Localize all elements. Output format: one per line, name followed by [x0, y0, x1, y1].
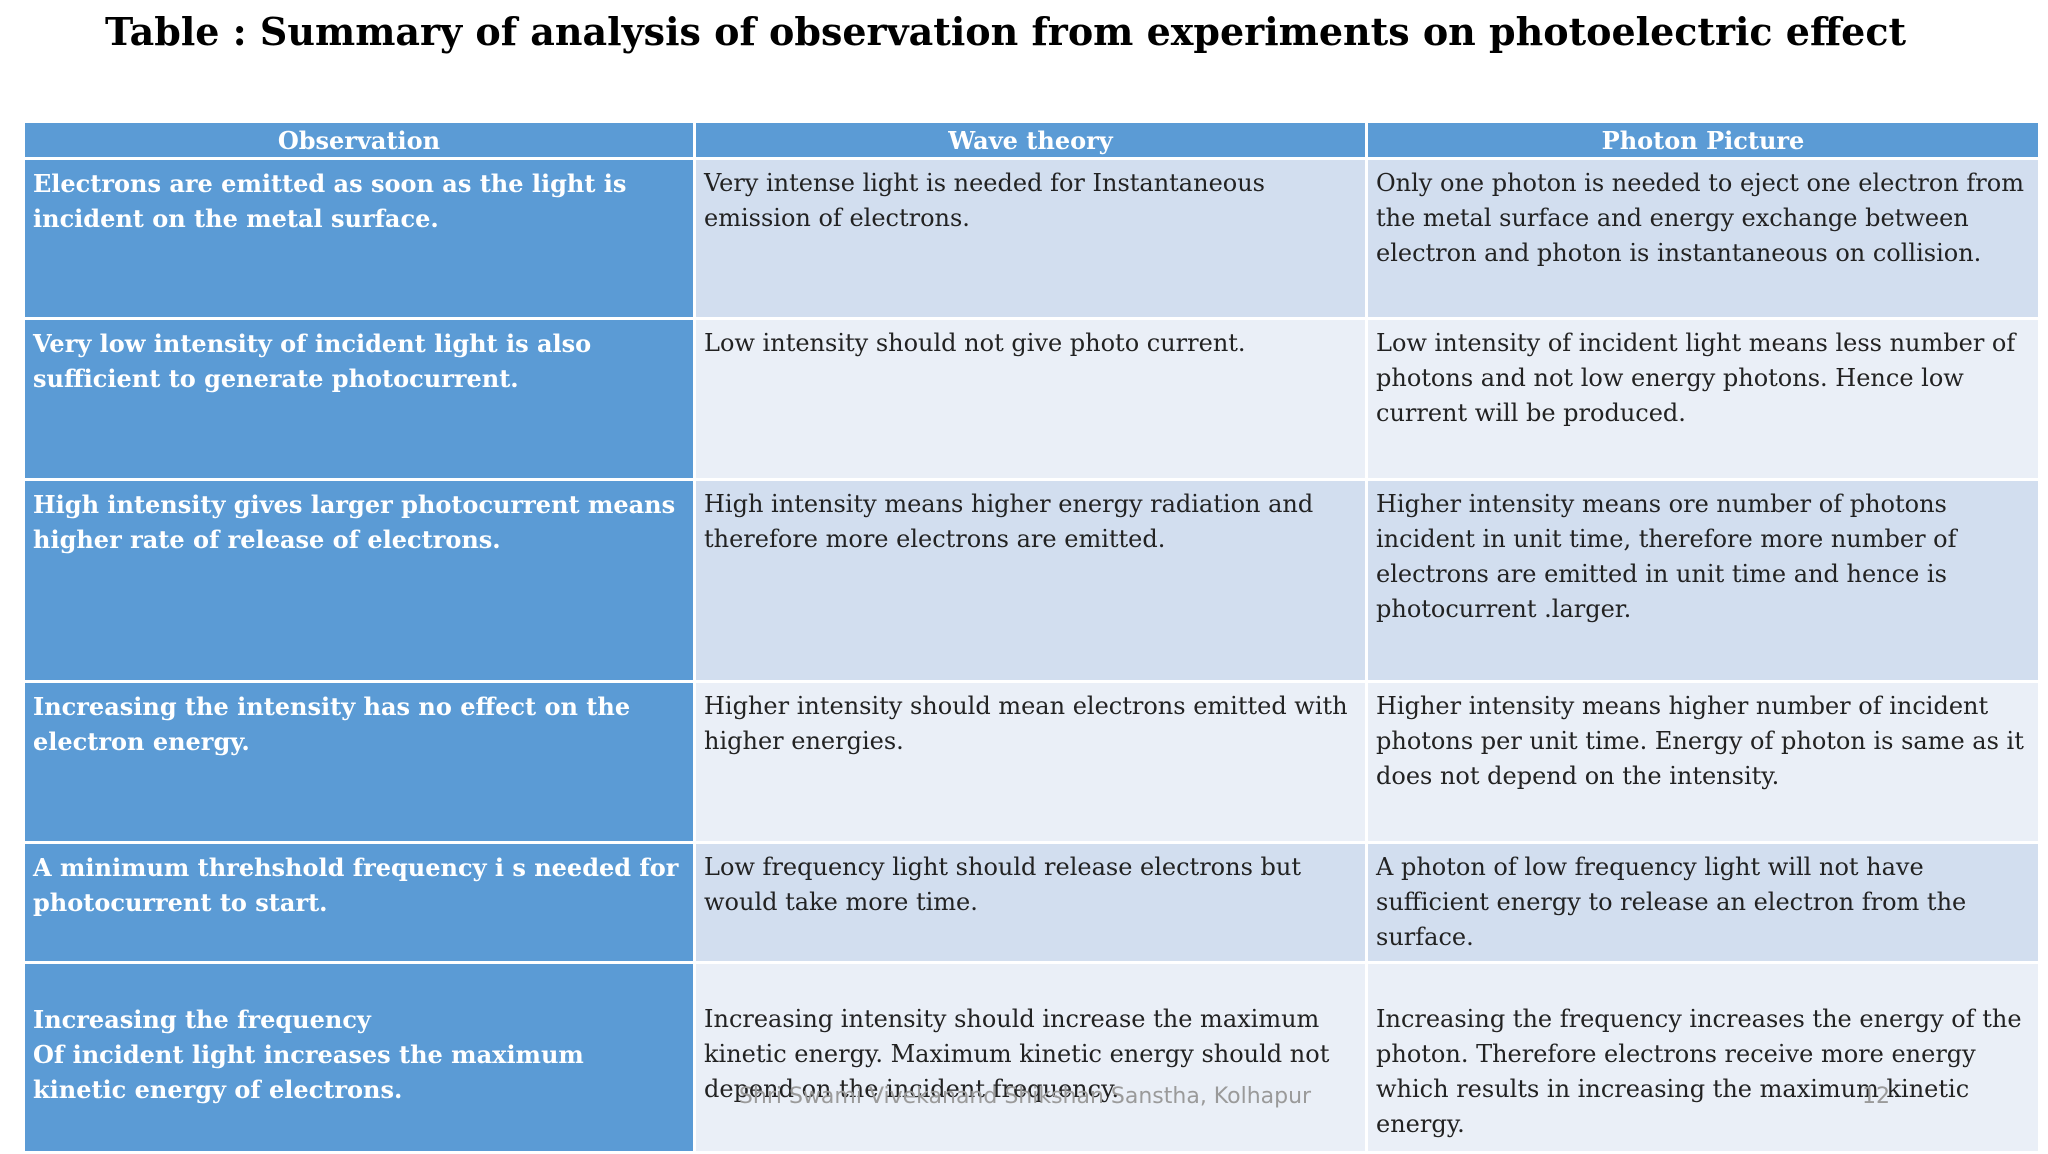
observation-cell: Increasing the intensity has no effect o… [22, 680, 696, 844]
page-number: 12 [1862, 1084, 1890, 1109]
observation-cell: A minimum threhshold frequency i s neede… [22, 841, 696, 964]
wave-theory-cell: Higher intensity should mean electrons e… [693, 680, 1368, 844]
photon-picture-cell: Higher intensity means ore number of pho… [1365, 478, 2041, 683]
table-row: Electrons are emitted as soon as the lig… [22, 157, 2041, 320]
table-header-row: Observation Wave theory Photon Picture [22, 120, 2041, 160]
footer-institution: Shri Swami Vivekanand Shikshan Sanstha, … [738, 1084, 1312, 1109]
table-row: Increasing the intensity has no effect o… [22, 680, 2041, 844]
page-title: Table : Summary of analysis of observati… [105, 9, 1907, 54]
table-row: High intensity gives larger photocurrent… [22, 478, 2041, 683]
photon-picture-cell: Low intensity of incident light means le… [1365, 317, 2041, 481]
wave-theory-cell: Low intensity should not give photo curr… [693, 317, 1368, 481]
header-wave-theory: Wave theory [693, 120, 1368, 160]
wave-theory-cell: Low frequency light should release elect… [693, 841, 1368, 964]
observation-cell: Very low intensity of incident light is … [22, 317, 696, 481]
photon-picture-cell: Higher intensity means higher number of … [1365, 680, 2041, 844]
table-row: Very low intensity of incident light is … [22, 317, 2041, 481]
table-row: Increasing the frequency Of incident lig… [22, 961, 2041, 1154]
wave-theory-cell: Increasing intensity should increase the… [693, 961, 1368, 1154]
photon-picture-cell: Only one photon is needed to eject one e… [1365, 157, 2041, 320]
table-row: A minimum threhshold frequency i s neede… [22, 841, 2041, 964]
observation-cell: Electrons are emitted as soon as the lig… [22, 157, 696, 320]
observation-cell: Increasing the frequency Of incident lig… [22, 961, 696, 1154]
summary-table: Observation Wave theory Photon Picture E… [22, 120, 2041, 1154]
observation-cell: High intensity gives larger photocurrent… [22, 478, 696, 683]
wave-theory-cell: High intensity means higher energy radia… [693, 478, 1368, 683]
wave-theory-cell: Very intense light is needed for Instant… [693, 157, 1368, 320]
photon-picture-cell: Increasing the frequency increases the e… [1365, 961, 2041, 1154]
header-observation: Observation [22, 120, 696, 160]
photon-picture-cell: A photon of low frequency light will not… [1365, 841, 2041, 964]
header-photon-picture: Photon Picture [1365, 120, 2041, 160]
